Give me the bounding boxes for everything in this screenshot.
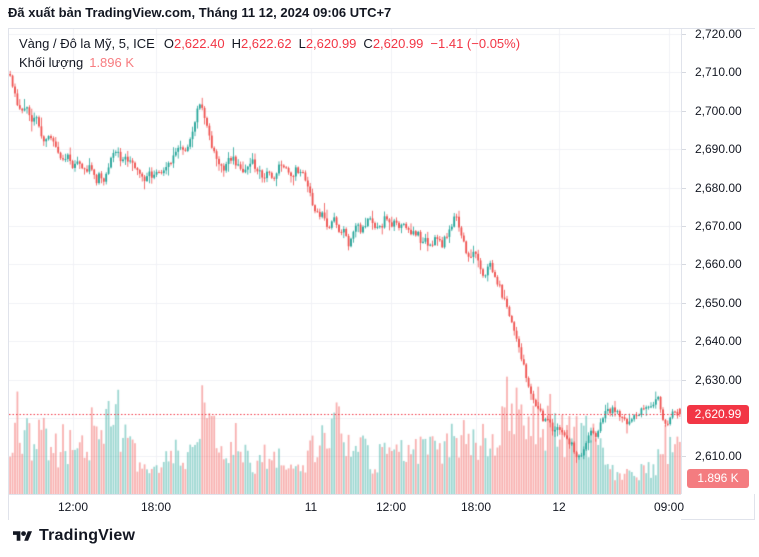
tradingview-brand[interactable]: TradingView [39,527,136,544]
legend-row-ohlc: Vàng / Đô la Mỹ, 5, ICE O2,622.40 H2,622.6… [19,34,520,53]
volume-label[interactable]: Khối lượng [19,55,84,70]
ohlc-open: O2,622.40 [163,36,225,51]
tradingview-logo-icon[interactable] [13,529,32,544]
price-axis-tick [682,264,686,265]
price-axis-label: 2,680.00 [695,180,742,195]
price-axis-label: 2,650.00 [695,295,742,310]
volume-badge: 1.896 K [687,469,749,488]
price-axis-tick [682,111,686,112]
price-axis-label: 2,630.00 [695,372,742,387]
time-axis-label: 12 [552,500,566,514]
footer: TradingView [13,527,135,545]
price-axis-label: 2,710.00 [695,65,742,80]
time-axis-label: 09:00 [653,500,685,514]
time-axis-label: 18:00 [140,500,172,514]
ohlc-low: L2,620.99 [298,36,357,51]
price-axis-tick [682,380,686,381]
price-pane: Vàng / Đô la Mỹ, 5, ICE O2,622.40 H2,622.6… [9,29,681,494]
price-axis[interactable]: 2,620.99 1.896 K 2,720.00 2,710.00 2,700.0… [681,27,756,494]
price-axis-tick [682,149,686,150]
time-axis[interactable]: 12:00 18:00 11 12:00 18:00 12 09:00 [9,494,685,520]
price-axis-tick [682,72,686,73]
symbol-title[interactable]: Vàng / Đô la Mỹ, 5, ICE [19,36,155,51]
time-axis-label: 12:00 [57,500,89,514]
price-axis-label: 2,670.00 [695,219,742,233]
price-axis-tick [682,341,686,342]
ohlc-high: H2,622.62 [231,36,292,51]
candlestick-chart-canvas[interactable] [9,29,681,494]
publish-note: Đã xuất bản TradingView.com, Tháng 11 12… [8,5,392,20]
time-axis-label: 12:00 [375,500,407,514]
price-axis-label: 2,690.00 [695,142,742,157]
volume-value: 1.896 K [89,55,135,70]
price-axis-label: 2,640.00 [695,334,742,349]
price-axis-label: 2,610.00 [695,449,742,464]
price-axis-tick [682,456,686,457]
price-axis-tick [682,188,686,189]
time-axis-label: 18:00 [460,500,492,514]
symbol-legend: Vàng / Đô la Mỹ, 5, ICE O2,622.40 H2,622.6… [19,34,520,72]
last-price-badge: 2,620.99 [687,405,749,424]
time-axis-label: 11 [304,500,318,514]
price-axis-tick [682,303,686,304]
legend-row-volume: Khối lượng 1.896 K [19,53,520,72]
change-value: −1.41 (−0.05%) [430,36,521,51]
price-axis-tick [682,34,686,35]
price-axis-label: 2,700.00 [695,103,742,118]
chart-widget: Vàng / Đô la Mỹ, 5, ICE O2,622.40 H2,622.6… [8,27,756,520]
price-axis-tick [682,226,686,227]
price-axis-label: 2,660.00 [695,257,742,272]
ohlc-close: C2,620.99 [363,36,424,51]
price-axis-label: 2,720.00 [695,27,742,41]
